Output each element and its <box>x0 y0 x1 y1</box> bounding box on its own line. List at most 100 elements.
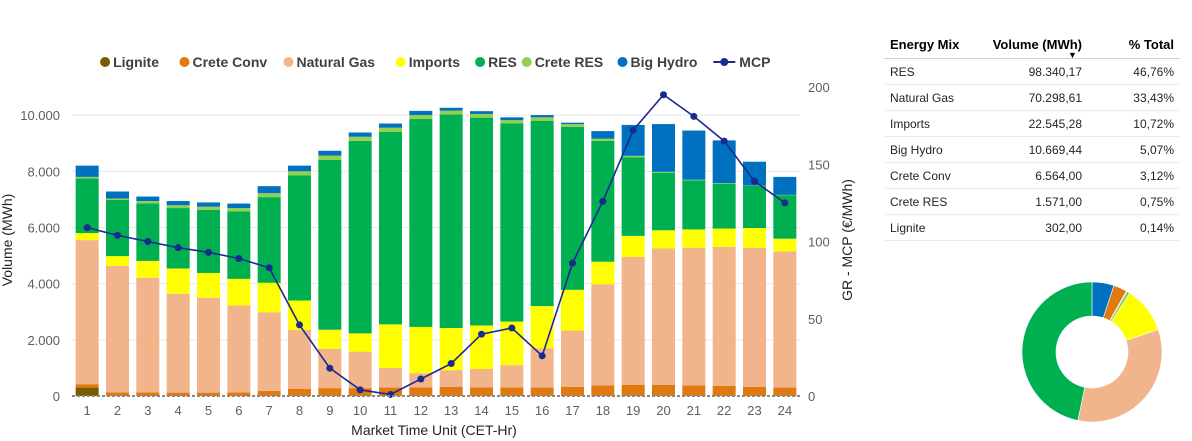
bar-segment-crete-conv[interactable] <box>136 392 160 396</box>
mcp-point[interactable] <box>690 112 698 120</box>
bar-segment-big-hydro[interactable] <box>652 124 675 172</box>
bar-segment-crete-res[interactable] <box>166 205 190 209</box>
bar-segment-res[interactable] <box>257 197 281 283</box>
bar-segment-crete-res[interactable] <box>561 124 584 127</box>
bar-segment-res[interactable] <box>743 185 766 229</box>
bar-segment-imports[interactable] <box>773 238 797 252</box>
bar-segment-res[interactable] <box>773 195 797 239</box>
bar-segment-crete-conv[interactable] <box>197 392 220 396</box>
bar-segment-res[interactable] <box>197 209 220 273</box>
mcp-point[interactable] <box>265 264 273 272</box>
mcp-point[interactable] <box>174 244 182 252</box>
bar-segment-natural-gas[interactable] <box>288 329 311 389</box>
bar-segment-imports[interactable] <box>75 233 99 241</box>
bar-segment-imports[interactable] <box>652 230 675 249</box>
bar-segment-crete-conv[interactable] <box>227 392 251 396</box>
bar-segment-big-hydro[interactable] <box>530 115 554 118</box>
bar-segment-big-hydro[interactable] <box>136 196 160 202</box>
bar-segment-res[interactable] <box>409 119 433 327</box>
bar-segment-crete-conv[interactable] <box>318 388 342 396</box>
bar-segment-res[interactable] <box>379 131 402 325</box>
bar-segment-crete-res[interactable] <box>500 120 524 124</box>
bar-segment-imports[interactable] <box>348 333 372 352</box>
legend-item-big-hydro[interactable]: Big Hydro <box>617 54 698 70</box>
donut-slice-res[interactable] <box>1021 281 1093 421</box>
bar-segment-crete-conv[interactable] <box>409 387 433 396</box>
mcp-point[interactable] <box>356 386 364 394</box>
bar-segment-res[interactable] <box>348 140 372 334</box>
legend-item-crete-res[interactable]: Crete RES <box>521 54 603 70</box>
bar-segment-res[interactable] <box>288 175 311 301</box>
bar-segment-crete-res[interactable] <box>136 201 160 204</box>
bar-segment-big-hydro[interactable] <box>561 122 584 125</box>
bar-segment-big-hydro[interactable] <box>106 191 129 199</box>
bar-segment-imports[interactable] <box>682 229 706 248</box>
bar-segment-big-hydro[interactable] <box>621 124 645 156</box>
bar-segment-crete-conv[interactable] <box>106 392 129 396</box>
mcp-point[interactable] <box>538 352 546 360</box>
bar-segment-big-hydro[interactable] <box>257 186 281 194</box>
bar-segment-crete-res[interactable] <box>288 171 311 176</box>
bar-segment-crete-res[interactable] <box>439 110 463 115</box>
mcp-point[interactable] <box>660 91 667 99</box>
bar-segment-imports[interactable] <box>530 306 554 349</box>
mcp-point[interactable] <box>114 231 121 239</box>
bar-segment-big-hydro[interactable] <box>439 107 463 111</box>
mcp-point[interactable] <box>326 364 334 372</box>
bar-segment-crete-conv[interactable] <box>743 386 766 396</box>
bar-segment-natural-gas[interactable] <box>712 246 736 386</box>
bar-segment-crete-res[interactable] <box>409 115 433 120</box>
bar-segment-natural-gas[interactable] <box>561 330 584 387</box>
bar-segment-res[interactable] <box>652 172 675 231</box>
bar-segment-res[interactable] <box>166 208 190 269</box>
sort-descending-icon[interactable]: ▼ <box>1068 50 1077 60</box>
bar-segment-crete-res[interactable] <box>257 193 281 198</box>
bar-segment-imports[interactable] <box>166 268 190 294</box>
mcp-point[interactable] <box>447 360 455 368</box>
bar-segment-crete-conv[interactable] <box>288 388 311 396</box>
bar-segment-res[interactable] <box>530 120 554 307</box>
legend-item-mcp[interactable]: MCP <box>713 54 770 70</box>
mcp-point[interactable] <box>720 137 728 145</box>
bar-segment-crete-res[interactable] <box>712 183 736 184</box>
table-row[interactable]: RES 98.340,17 46,76% <box>884 58 1180 85</box>
bar-segment-imports[interactable] <box>621 235 645 257</box>
bar-segment-res[interactable] <box>561 126 584 290</box>
bar-segment-crete-conv[interactable] <box>591 385 615 396</box>
mcp-point[interactable] <box>205 248 212 256</box>
legend-item-crete-conv[interactable]: Crete Conv <box>179 54 268 70</box>
legend-item-res[interactable]: RES <box>475 54 517 70</box>
bar-segment-natural-gas[interactable] <box>743 247 766 387</box>
bar-segment-crete-conv[interactable] <box>439 387 463 396</box>
bar-segment-lignite[interactable] <box>75 387 99 396</box>
bar-segment-big-hydro[interactable] <box>500 117 524 121</box>
bar-segment-crete-res[interactable] <box>379 127 402 132</box>
mcp-point[interactable] <box>569 259 576 267</box>
bar-segment-crete-res[interactable] <box>318 155 342 160</box>
bar-segment-natural-gas[interactable] <box>379 367 402 388</box>
bar-segment-natural-gas[interactable] <box>257 312 281 391</box>
bar-segment-crete-res[interactable] <box>621 155 645 158</box>
bar-segment-res[interactable] <box>500 123 524 322</box>
legend-item-natural-gas[interactable]: Natural Gas <box>283 54 376 70</box>
bar-segment-natural-gas[interactable] <box>500 365 524 388</box>
bar-segment-crete-res[interactable] <box>591 138 615 141</box>
bar-segment-big-hydro[interactable] <box>166 201 190 206</box>
bar-segment-natural-gas[interactable] <box>652 248 675 385</box>
bar-segment-natural-gas[interactable] <box>621 256 645 385</box>
bar-segment-imports[interactable] <box>439 328 463 371</box>
legend-item-lignite[interactable]: Lignite <box>100 54 159 70</box>
mcp-point[interactable] <box>83 224 91 232</box>
bar-segment-imports[interactable] <box>197 272 220 298</box>
bar-segment-imports[interactable] <box>136 260 160 278</box>
bar-segment-crete-res[interactable] <box>75 176 99 179</box>
mcp-point[interactable] <box>781 199 789 207</box>
bar-segment-imports[interactable] <box>288 300 311 330</box>
bar-segment-natural-gas[interactable] <box>773 251 797 388</box>
bar-segment-imports[interactable] <box>591 261 615 285</box>
mcp-point[interactable] <box>235 254 243 262</box>
bar-segment-big-hydro[interactable] <box>743 161 766 186</box>
bar-segment-natural-gas[interactable] <box>166 293 190 393</box>
bar-segment-natural-gas[interactable] <box>197 297 220 393</box>
header-pct-total[interactable]: % Total <box>1088 30 1180 59</box>
